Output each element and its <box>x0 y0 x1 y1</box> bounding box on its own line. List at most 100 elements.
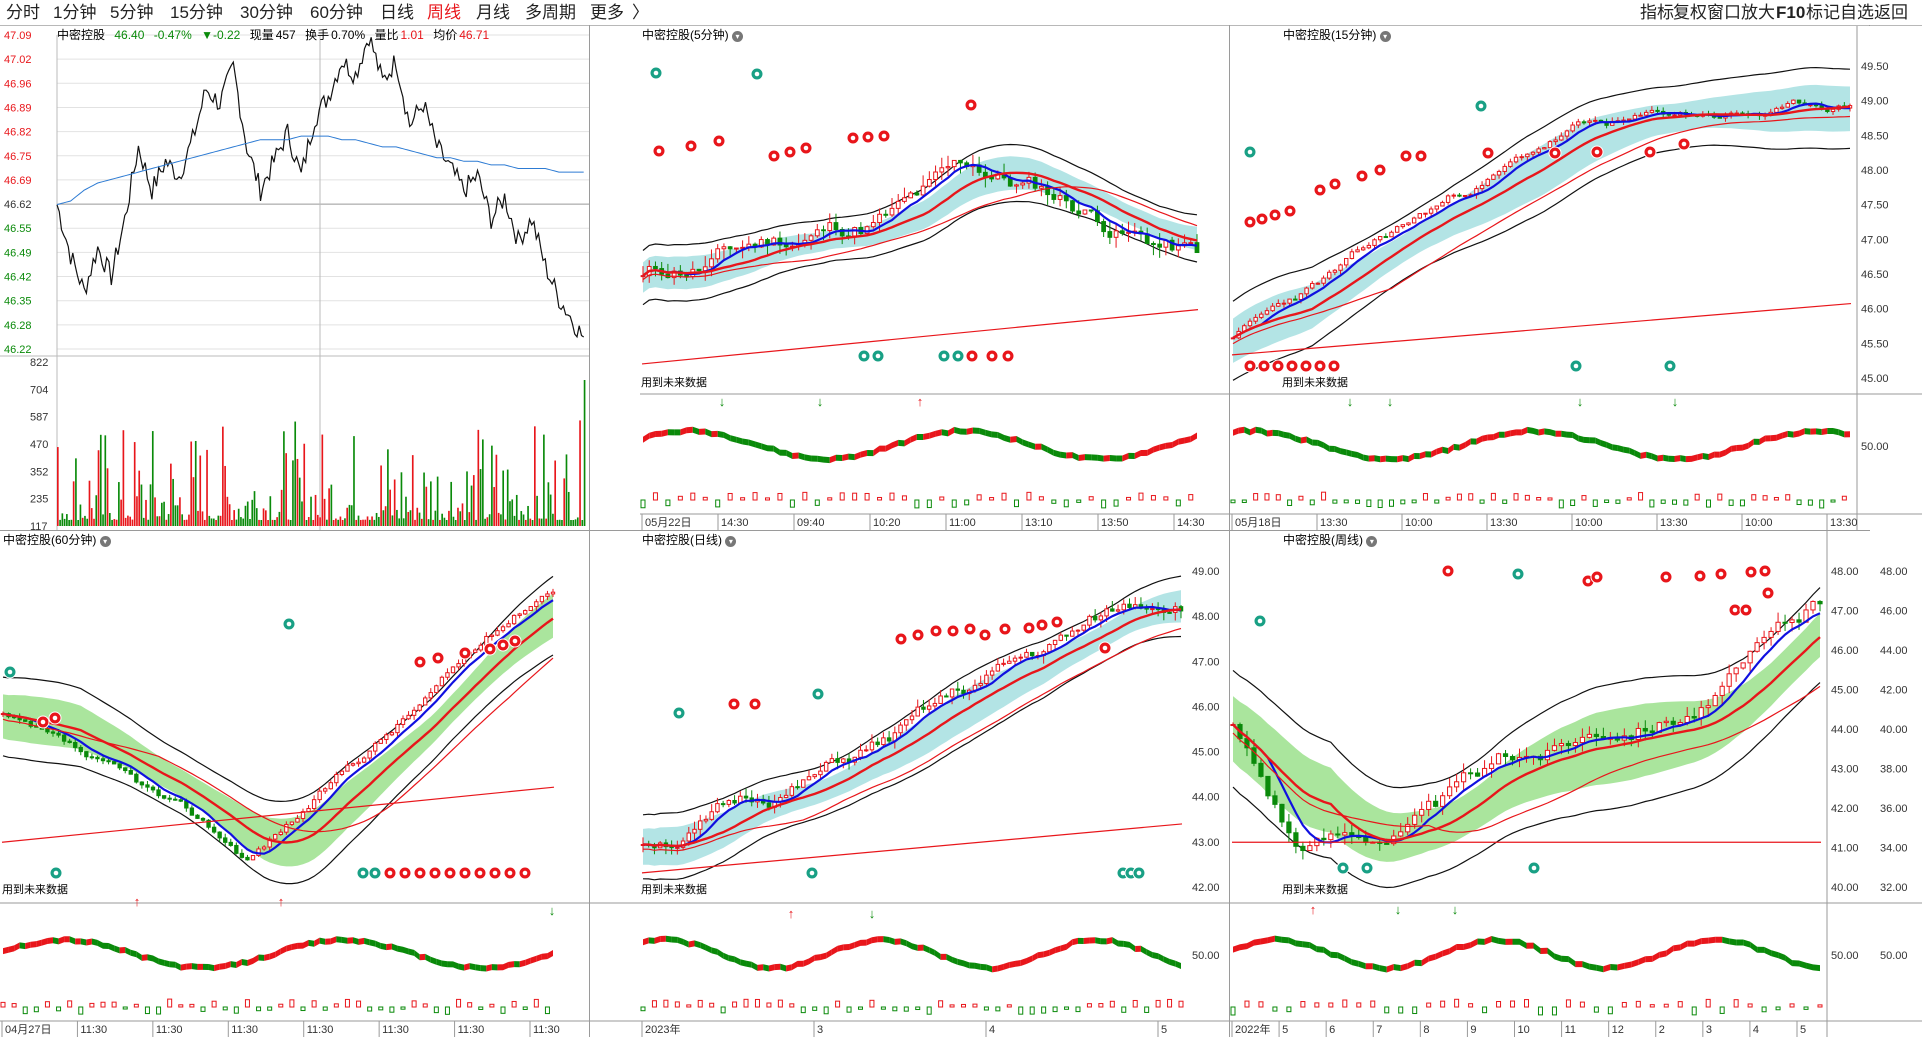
indicator-ribbon <box>969 962 975 969</box>
indicator-ribbon <box>1493 431 1500 441</box>
chevron-down-icon[interactable]: ▾ <box>1379 31 1391 42</box>
buy-signal-icon-core <box>286 621 292 627</box>
candle-body <box>1293 298 1298 301</box>
sell-signal-icon-core <box>1485 150 1491 156</box>
candle-body <box>245 856 250 861</box>
indicator-ribbon <box>547 950 553 960</box>
chevron-down-icon[interactable]: ▾ <box>99 536 111 547</box>
volume-bar <box>443 517 446 526</box>
indicator-ribbon <box>1505 938 1513 945</box>
volume-bar <box>156 516 159 526</box>
kline-weekly-chart[interactable]: 48.0047.0046.0045.0044.0043.0042.0041.00… <box>1230 531 1922 1037</box>
more-arrow-icon[interactable]: 〉 <box>632 3 649 22</box>
mark-button[interactable]: 标记 <box>1806 3 1840 22</box>
buy-signal-icon-core <box>372 870 378 876</box>
candle-body <box>1007 660 1012 664</box>
period-tab-daily[interactable]: 日线 <box>380 3 414 22</box>
indicator-ribbon <box>1526 942 1534 949</box>
indicator-histogram-bar <box>1052 1006 1058 1013</box>
candle-body <box>1462 194 1468 197</box>
indicator-histogram-bar <box>709 1002 715 1008</box>
candle-body <box>692 828 697 834</box>
candle-body <box>1451 194 1456 197</box>
kline-60min-chart[interactable]: 04月27日 11:30 11:30 11:30 11:30 11:30 11:30 11:3… <box>0 531 589 1037</box>
period-tab-1min[interactable]: 1分钟 <box>53 3 97 22</box>
period-tab-30min[interactable]: 30分钟 <box>240 3 293 22</box>
period-tab-monthly[interactable]: 月线 <box>476 3 510 22</box>
pct-change: -0.47% <box>153 28 192 42</box>
candle-body <box>45 728 50 733</box>
indicator-histogram-bar <box>764 497 770 501</box>
volume-bar <box>389 489 391 526</box>
indicator-ribbon <box>1776 432 1783 441</box>
candle-body <box>378 739 383 744</box>
period-tab-fenshi[interactable]: 分时 <box>6 3 40 22</box>
candle-body <box>1344 257 1349 266</box>
period-tab-multi[interactable]: 多周期 <box>525 3 576 22</box>
intraday-chart[interactable]: 47.091.01%47.020.86%46.960.72%46.890.58%… <box>0 26 589 530</box>
f10-button[interactable]: F10 <box>1776 3 1806 22</box>
period-tab-5min[interactable]: 5分钟 <box>110 3 154 22</box>
kline-15min-panel[interactable]: 49.50 49.00 48.50 48.00 47.50 47.00 46.50 46.00… <box>1230 26 1922 530</box>
indicator-histogram-bar <box>444 1006 450 1015</box>
indicator-ribbon <box>69 936 76 945</box>
indicator-histogram-bar <box>122 1006 128 1010</box>
candle-body <box>261 846 267 850</box>
price-tick-label: 46.96 <box>4 78 32 90</box>
indicator-ribbon <box>848 453 855 461</box>
intraday-panel[interactable]: 47.091.01%47.020.86%46.960.72%46.890.58%… <box>0 26 589 530</box>
candle-body <box>1593 119 1598 122</box>
adjust-button[interactable]: 复权 <box>1673 3 1707 22</box>
chevron-down-icon[interactable]: ▾ <box>1366 536 1378 547</box>
price-tick-label: 46.00 <box>1831 645 1859 657</box>
candle-body <box>789 786 795 796</box>
candle-body <box>1287 298 1292 304</box>
kline-daily-chart[interactable]: 49.0048.0047.0046.0045.0044.0043.0042.00… <box>590 531 1229 1037</box>
candle-body <box>877 213 882 223</box>
kline-15min-chart[interactable]: 49.5049.0048.5048.0047.5047.0046.5046.00… <box>1230 26 1922 530</box>
window-button[interactable]: 窗口 <box>1707 3 1741 22</box>
volume-bar <box>534 426 536 526</box>
kline-60min-panel[interactable]: 04月27日 11:30 11:30 11:30 11:30 11:30 11:30 11:3… <box>0 531 589 1037</box>
chevron-down-icon[interactable]: ▾ <box>725 536 737 547</box>
indicator-ribbon <box>430 956 437 965</box>
volume-bar <box>294 421 297 526</box>
candle-body <box>434 685 439 694</box>
kline-5min-title: 中密控股(5分钟) ▾ <box>642 26 744 43</box>
volume-bar <box>222 426 224 526</box>
volume-bar <box>264 510 267 526</box>
kline-daily-panel[interactable]: 49.00 48.00 47.00 46.00 45.00 44.00 43.00 42.00… <box>590 531 1229 1037</box>
indicator-histogram-bar <box>500 1006 506 1014</box>
indicator-button[interactable]: 指标 <box>1640 3 1674 22</box>
indicator-ribbon <box>804 454 812 462</box>
back-button[interactable]: 返回 <box>1874 3 1908 22</box>
kline-5min-chart[interactable]: 05月22日 14:30 09:40 10:20 11:00 13:10 13:50 14:3… <box>640 26 1229 530</box>
candle-body <box>167 797 172 800</box>
period-tab-weekly[interactable]: 周线 <box>427 3 461 22</box>
indicator-ribbon <box>835 454 843 462</box>
indicator-ribbon <box>153 955 159 965</box>
period-tab-60min[interactable]: 60分钟 <box>310 3 363 22</box>
future-data-note: 用到未来数据 <box>641 377 707 389</box>
indicator-ribbon <box>773 445 780 456</box>
period-tab-more[interactable]: 更多 <box>590 3 624 22</box>
indicator-ribbon <box>1281 936 1289 944</box>
candle-body <box>1259 313 1264 318</box>
volume-bar <box>228 504 231 526</box>
boll-lower-line <box>642 635 1182 881</box>
period-tab-15min[interactable]: 15分钟 <box>170 3 223 22</box>
zoom-button[interactable]: 放大 <box>1741 3 1775 22</box>
buy-signal-icon-core <box>1257 618 1263 624</box>
watchlist-button[interactable]: 自选 <box>1840 3 1874 22</box>
indicator-histogram-bar <box>1258 1001 1264 1008</box>
candle-body <box>1119 230 1125 234</box>
indicator-ribbon <box>519 959 526 968</box>
kline-weekly-panel[interactable]: 48.00 47.00 46.00 45.00 44.00 43.00 42.00 41.00… <box>1230 531 1922 1037</box>
sell-signal-icon-core <box>1259 216 1265 222</box>
candle-body <box>1593 733 1599 738</box>
chevron-down-icon[interactable]: ▾ <box>732 31 744 42</box>
indicator-histogram-bar <box>914 499 920 509</box>
candle-body <box>367 750 372 759</box>
price-tick-label: 46.35 <box>4 296 32 308</box>
kline-5min-panel[interactable]: 05月22日 14:30 09:40 10:20 11:00 13:10 13:50 14:3… <box>640 26 1229 530</box>
